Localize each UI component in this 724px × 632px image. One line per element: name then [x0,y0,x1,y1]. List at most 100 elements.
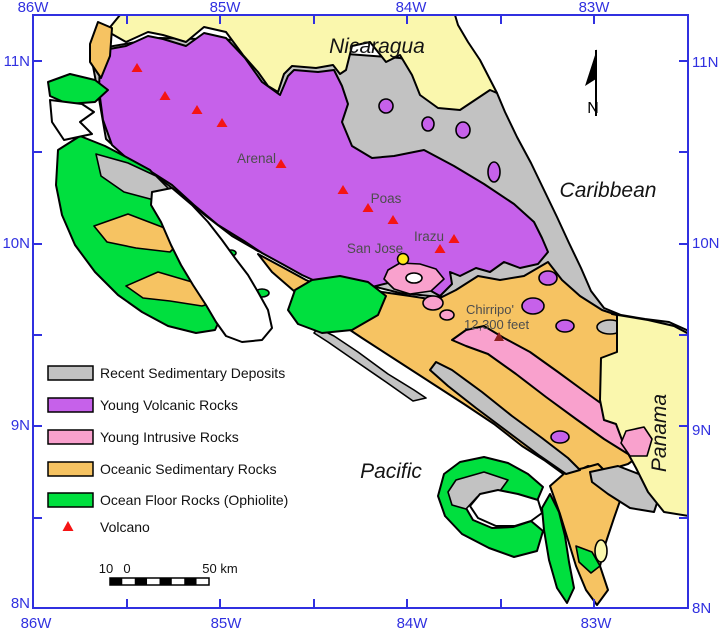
region-intrusive-blob-2 [439,309,455,321]
legend-swatch-oceanic [47,461,94,477]
axis-label: 10N [2,235,30,252]
legend-label: Ocean Floor Rocks (Ophiolite) [100,492,288,508]
axis-label: 8N [692,600,711,617]
axis-label: 9N [11,417,30,434]
axis-bottom: 86W 85W 84W 83W [21,599,613,632]
axis-label: 86W [18,0,50,16]
region-yellow-sliver [594,539,608,563]
legend-label: Oceanic Sedimentary Rocks [100,461,277,477]
axis-label: 84W [397,615,429,632]
axis-label: 11N [692,54,718,71]
region-intrusive-east-tip [620,426,653,457]
legend-item-volcano: Volcano [62,519,150,535]
label-chirripo: Chirripo' [466,302,514,317]
scale-bar-segment [196,578,209,585]
legend-item: Ocean Floor Rocks (Ophiolite) [47,492,288,508]
volcano-marker [191,105,203,114]
peak-marker [494,332,504,341]
volcano-marker [337,185,349,194]
volcano-marker [216,118,228,127]
axis-label: 84W [396,0,428,16]
region-volcanic-se-1 [538,270,558,286]
axis-label: 9N [692,422,711,439]
north-arrow-blade [585,49,597,86]
label-panama: Panama [648,394,671,472]
scale-bar-segment [171,578,185,585]
legend-item: Oceanic Sedimentary Rocks [47,461,277,477]
axis-label: 85W [211,615,243,632]
legend-swatch-sedimentary [47,365,94,381]
axis-label: 10N [692,235,720,252]
region-ophiolite-burica [541,493,575,604]
axis-label: 11N [4,53,30,70]
legend-swatch-ophiolite [47,492,94,508]
region-ophiolite-santa-elena [47,73,109,105]
region-young-volcanic-main [98,32,549,297]
label-nicaragua: Nicaragua [329,35,425,58]
axis-label: 8N [11,595,30,612]
scale-bar-segment [159,578,172,585]
label-irazu: Irazu [414,229,444,244]
scale-bar-segment [134,578,148,585]
axis-right: 11N 10N 9N 8N [679,54,720,617]
scale-bar-segment [184,578,197,585]
sea-gulf-of-nicoya [150,187,273,343]
scale-label-10: 10 [99,561,113,576]
legend-label: Young Intrusive Rocks [100,429,239,445]
axis-top: 86W 85W 84W 83W [18,0,610,24]
region-volcanic-se-2 [521,297,545,315]
region-volcanic-se-4 [550,430,570,444]
region-volcanic-islet-1 [421,116,435,132]
volcano-marker [275,159,287,168]
scale-bar-segment [147,578,160,585]
axis-left: 11N 10N 9N 8N [2,53,42,612]
volcano-marker [362,203,374,212]
volcano-marker [387,215,399,224]
map-legend: Recent Sedimentary Deposits Young Volcan… [47,365,288,535]
legend-volcano-icon [62,521,74,531]
map-frame [32,14,689,609]
san-jose-city-dot [396,252,410,266]
legend-item: Young Volcanic Rocks [47,397,238,413]
region-volcanic-islet-2 [455,121,471,139]
region-panama [599,313,688,517]
region-nicaragua [103,15,498,111]
region-gray-terraba [429,361,581,475]
region-volcanic-se-3 [555,319,575,333]
volcano-marker [159,91,171,100]
volcano-marker [131,63,143,72]
axis-label: 86W [21,615,53,632]
sea-nw-bay [49,99,95,141]
label-san-jose: San Jose [347,241,403,256]
scale-bar: 10 0 50 km [99,561,238,586]
label-pacific: Pacific [360,460,422,483]
label-chirripo-elev: 12,300 feet [464,317,529,332]
label-arenal: Arenal [237,151,276,166]
axis-label: 83W [581,615,613,632]
legend-label: Young Volcanic Rocks [100,397,238,413]
legend-swatch-volcanic [47,397,94,413]
peak-marker-layer [494,332,504,341]
legend-item: Recent Sedimentary Deposits [47,365,285,381]
region-volcanic-islet-4 [378,98,394,114]
axis-label: 85W [210,0,242,16]
volcano-markers [131,63,460,253]
region-gray-coast-strip [313,327,427,402]
label-caribbean: Caribbean [560,179,657,202]
legend-label: Recent Sedimentary Deposits [100,365,285,381]
volcano-marker [448,234,460,243]
region-ophiolite-golfito [575,545,601,574]
scale-bar-outline [109,577,210,586]
legend-swatch-intrusive [47,429,94,445]
scale-bar-segments [110,578,209,585]
scale-bar-segment [110,578,123,585]
legend-item: Young Intrusive Rocks [47,429,239,445]
label-poas: Poas [371,191,402,206]
region-volcanic-islet-3 [487,161,501,183]
scale-bar-segment [122,578,135,585]
scale-label-50km: 50 km [202,561,237,576]
region-ophiolite-herradura [287,275,387,334]
map-geology-layers [47,15,688,606]
